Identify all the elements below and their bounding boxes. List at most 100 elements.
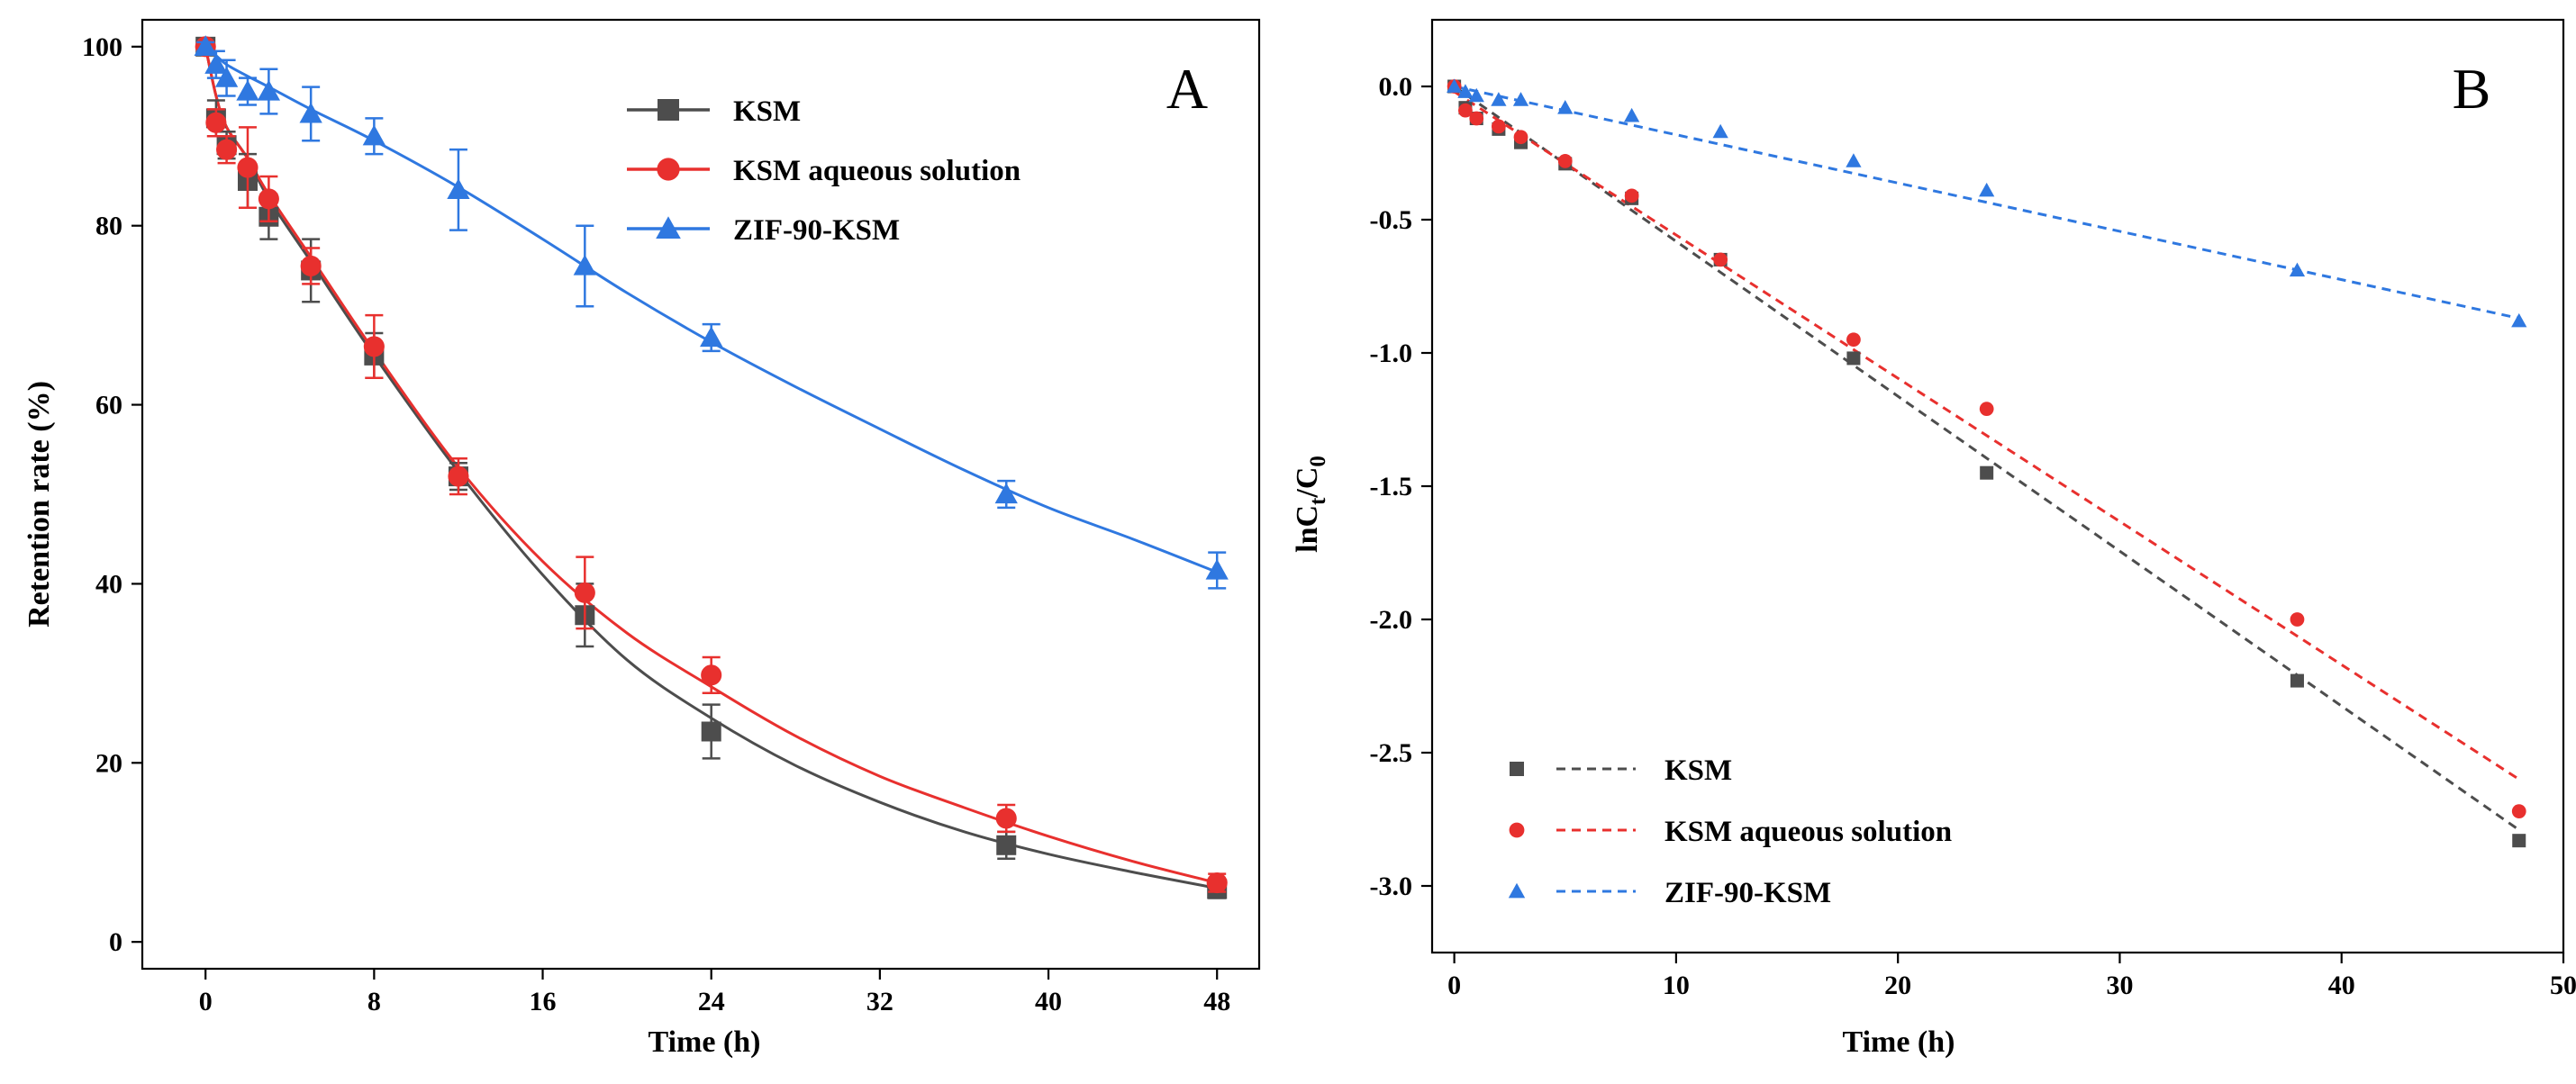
data-point bbox=[1513, 130, 1528, 145]
panel-b-x-axis-title: Time (h) bbox=[1843, 1025, 1955, 1059]
panel-a-y-axis-title: Retention rate (%) bbox=[23, 381, 56, 628]
panel-a-legend: KSM KSM aqueous solution ZIF-90-KSM bbox=[627, 95, 1020, 247]
panel-b-y-axis-title: lnCt/C0 bbox=[1291, 456, 1330, 553]
y-tick-label: 100 bbox=[82, 32, 122, 62]
y-tick-label: -2.0 bbox=[1370, 605, 1413, 635]
panel-a-letter: A bbox=[1166, 57, 1208, 121]
data-point bbox=[1846, 153, 1862, 167]
data-point bbox=[237, 157, 259, 178]
panel-b-axes: 0 10 20 30 40 50 0.0 -0.5 -1.0 -1.5 -2.0 -2.5 -3.0 bbox=[1370, 18, 2576, 1000]
legend-label: KSM aqueous solution bbox=[733, 155, 1020, 187]
data-point bbox=[1979, 402, 1994, 417]
data-point bbox=[1492, 119, 1506, 134]
data-point bbox=[1846, 351, 1861, 366]
panel-a-frame bbox=[141, 18, 1261, 971]
panel-b-y-title-sub1: t bbox=[1306, 497, 1330, 505]
data-point bbox=[1206, 872, 1228, 894]
data-point bbox=[204, 53, 228, 74]
panel-a: A 0 8 16 24 32 40 48 0 20 40 60 80 100 KSM KSM aqueou… bbox=[23, 18, 1261, 1059]
data-point bbox=[1457, 84, 1474, 98]
data-point bbox=[1713, 252, 1728, 267]
data-point bbox=[1980, 465, 1994, 480]
panel-a-x-axis-title: Time (h) bbox=[649, 1025, 761, 1059]
data-point bbox=[700, 326, 723, 348]
legend-label: KSM bbox=[733, 95, 801, 128]
data-point bbox=[1979, 182, 1995, 197]
legend-marker bbox=[656, 216, 681, 239]
x-tick-label: 24 bbox=[698, 987, 725, 1016]
data-point bbox=[1468, 87, 1484, 103]
y-tick-label: 0.0 bbox=[1379, 72, 1413, 102]
data-point bbox=[1469, 111, 1484, 126]
x-tick-label: 10 bbox=[1663, 971, 1690, 1000]
data-point bbox=[1491, 92, 1507, 106]
y-tick-label: -3.0 bbox=[1370, 872, 1413, 901]
panel-b-data bbox=[1447, 78, 2527, 848]
x-tick-label: 0 bbox=[199, 987, 213, 1016]
data-point bbox=[995, 808, 1017, 829]
data-point bbox=[214, 66, 239, 87]
panel-b: B 0 10 20 30 40 50 0.0 -0.5 -1.0 -1.5 -2.0 -2.5 -3.0… bbox=[1291, 18, 2576, 1059]
data-point bbox=[2511, 312, 2527, 328]
fit-curve bbox=[204, 45, 1218, 574]
x-tick-label: 30 bbox=[2106, 971, 2133, 1000]
data-point bbox=[701, 721, 721, 742]
data-point bbox=[1846, 332, 1861, 348]
x-tick-label: 16 bbox=[530, 987, 557, 1016]
data-point bbox=[701, 664, 722, 686]
data-point bbox=[448, 465, 469, 487]
data-point bbox=[2512, 834, 2526, 848]
x-tick-label: 48 bbox=[1203, 987, 1230, 1016]
y-tick-label: 20 bbox=[95, 748, 122, 778]
panel-b-y-title-main: lnC bbox=[1291, 505, 1324, 553]
x-tick-label: 0 bbox=[1447, 971, 1461, 1000]
data-point bbox=[216, 139, 238, 160]
panel-a-data bbox=[194, 35, 1229, 899]
panel-b-y-title-sub2: 0 bbox=[1306, 456, 1330, 467]
x-tick-label: 8 bbox=[367, 987, 381, 1016]
x-tick-label: 40 bbox=[1035, 987, 1062, 1016]
data-point bbox=[994, 483, 1018, 504]
legend-label: KSM aqueous solution bbox=[1664, 816, 1952, 848]
data-point bbox=[205, 112, 227, 133]
legend-marker bbox=[1508, 882, 1526, 899]
data-point bbox=[1712, 123, 1728, 139]
fit-line bbox=[1454, 85, 2520, 320]
data-point bbox=[1205, 558, 1229, 580]
data-point bbox=[1624, 188, 1639, 203]
legend-label: ZIF-90-KSM bbox=[733, 214, 900, 247]
data-point bbox=[574, 582, 595, 603]
fit-line bbox=[1453, 85, 2520, 832]
data-point bbox=[300, 255, 322, 276]
panel-b-legend: KSM KSM aqueous solution ZIF-90-KSM bbox=[1508, 754, 1952, 909]
panel-b-frame bbox=[1430, 18, 2565, 954]
data-point bbox=[299, 102, 322, 123]
x-tick-label: 40 bbox=[2328, 971, 2355, 1000]
data-point bbox=[447, 178, 470, 200]
y-tick-label: 80 bbox=[95, 212, 122, 241]
data-point bbox=[258, 188, 279, 210]
panel-b-letter: B bbox=[2453, 57, 2491, 121]
data-point bbox=[362, 124, 386, 146]
data-point bbox=[363, 336, 385, 357]
data-point bbox=[1557, 154, 1573, 168]
legend-label: ZIF-90-KSM bbox=[1664, 877, 1831, 909]
data-point bbox=[2290, 673, 2304, 688]
y-tick-label: -1.5 bbox=[1370, 472, 1413, 501]
legend-marker bbox=[658, 99, 679, 121]
panel-a-axes: 0 8 16 24 32 40 48 0 20 40 60 80 100 bbox=[82, 18, 1261, 1016]
y-tick-label: -0.5 bbox=[1370, 205, 1413, 235]
x-tick-label: 20 bbox=[1884, 971, 1911, 1000]
data-point bbox=[2289, 262, 2306, 277]
data-point bbox=[1458, 103, 1473, 118]
data-point bbox=[1624, 107, 1640, 122]
y-tick-label: 0 bbox=[109, 927, 122, 957]
x-tick-label: 32 bbox=[866, 987, 893, 1016]
data-point bbox=[1512, 92, 1529, 106]
fit-line bbox=[1453, 90, 2520, 781]
data-point bbox=[2511, 804, 2526, 818]
legend-label: KSM bbox=[1664, 754, 1732, 787]
x-tick-label: 50 bbox=[2550, 971, 2576, 1000]
y-tick-label: 60 bbox=[95, 391, 122, 420]
